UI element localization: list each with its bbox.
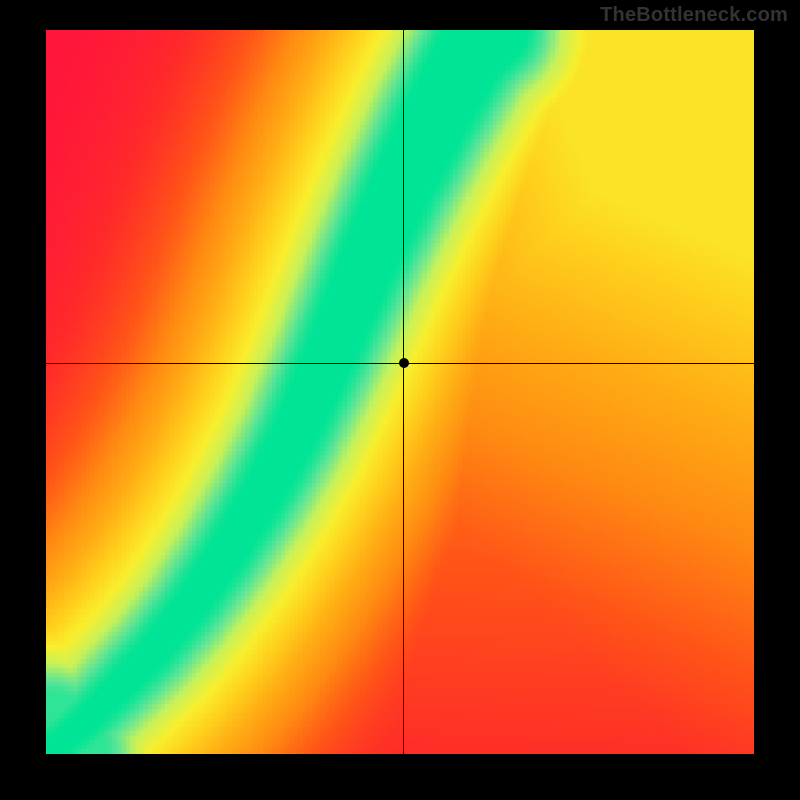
crosshair-marker-dot (399, 358, 409, 368)
crosshair-vertical (403, 30, 404, 754)
plot-area (46, 30, 754, 754)
chart-frame: TheBottleneck.com (0, 0, 800, 800)
heatmap-canvas (46, 30, 754, 754)
watermark-text: TheBottleneck.com (600, 4, 788, 27)
